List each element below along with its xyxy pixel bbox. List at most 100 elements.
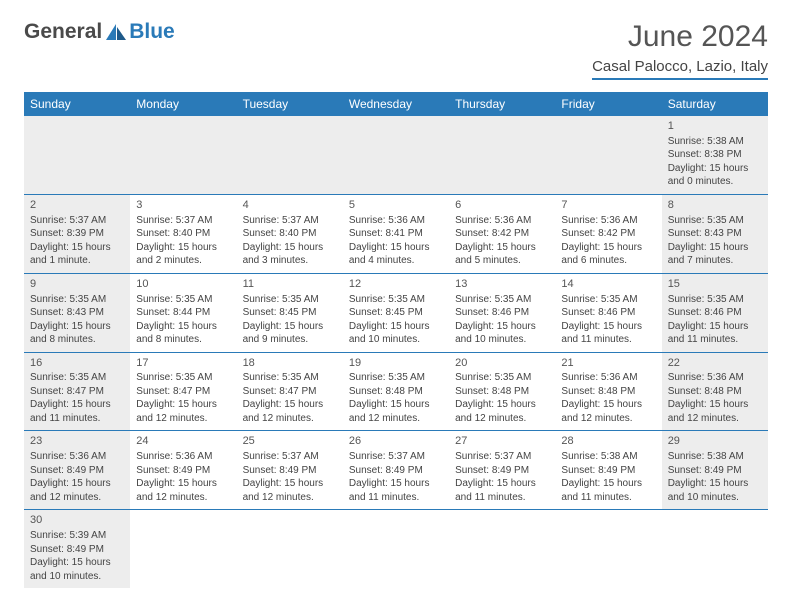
daylight-line: Daylight: 15 hours and 8 minutes. bbox=[30, 320, 124, 347]
sunrise-line: Sunrise: 5:39 AM bbox=[30, 529, 124, 543]
sunrise-line: Sunrise: 5:36 AM bbox=[455, 214, 549, 228]
day-number: 14 bbox=[561, 277, 655, 292]
daylight-line: Daylight: 15 hours and 7 minutes. bbox=[668, 241, 762, 268]
sunrise-line: Sunrise: 5:35 AM bbox=[668, 214, 762, 228]
daylight-line: Daylight: 15 hours and 11 minutes. bbox=[561, 477, 655, 504]
day-number: 26 bbox=[349, 434, 443, 449]
sunset-line: Sunset: 8:49 PM bbox=[455, 464, 549, 478]
sunset-line: Sunset: 8:48 PM bbox=[561, 385, 655, 399]
calendar-row: 16Sunrise: 5:35 AMSunset: 8:47 PMDayligh… bbox=[24, 352, 768, 431]
calendar-row: 9Sunrise: 5:35 AMSunset: 8:43 PMDaylight… bbox=[24, 273, 768, 352]
sunset-line: Sunset: 8:48 PM bbox=[349, 385, 443, 399]
calendar-cell: 1Sunrise: 5:38 AMSunset: 8:38 PMDaylight… bbox=[662, 116, 768, 194]
calendar-table: SundayMondayTuesdayWednesdayThursdayFrid… bbox=[24, 92, 768, 588]
sunset-line: Sunset: 8:47 PM bbox=[136, 385, 230, 399]
logo-text-dark: General bbox=[24, 20, 102, 44]
sunset-line: Sunset: 8:45 PM bbox=[243, 306, 337, 320]
day-number: 19 bbox=[349, 356, 443, 371]
sunrise-line: Sunrise: 5:36 AM bbox=[349, 214, 443, 228]
day-number: 6 bbox=[455, 198, 549, 213]
calendar-cell: 30Sunrise: 5:39 AMSunset: 8:49 PMDayligh… bbox=[24, 510, 130, 588]
day-number: 9 bbox=[30, 277, 124, 292]
day-number: 13 bbox=[455, 277, 549, 292]
header: General Blue June 2024 Casal Palocco, La… bbox=[24, 20, 768, 80]
sunset-line: Sunset: 8:46 PM bbox=[668, 306, 762, 320]
sunrise-line: Sunrise: 5:35 AM bbox=[30, 371, 124, 385]
calendar-cell bbox=[237, 116, 343, 194]
calendar-cell: 4Sunrise: 5:37 AMSunset: 8:40 PMDaylight… bbox=[237, 194, 343, 273]
sunset-line: Sunset: 8:48 PM bbox=[455, 385, 549, 399]
calendar-cell: 24Sunrise: 5:36 AMSunset: 8:49 PMDayligh… bbox=[130, 431, 236, 510]
calendar-cell: 14Sunrise: 5:35 AMSunset: 8:46 PMDayligh… bbox=[555, 273, 661, 352]
calendar-cell bbox=[237, 510, 343, 588]
day-number: 12 bbox=[349, 277, 443, 292]
day-number: 21 bbox=[561, 356, 655, 371]
sunrise-line: Sunrise: 5:37 AM bbox=[243, 450, 337, 464]
day-number: 3 bbox=[136, 198, 230, 213]
calendar-cell: 3Sunrise: 5:37 AMSunset: 8:40 PMDaylight… bbox=[130, 194, 236, 273]
sunrise-line: Sunrise: 5:38 AM bbox=[668, 135, 762, 149]
calendar-cell: 18Sunrise: 5:35 AMSunset: 8:47 PMDayligh… bbox=[237, 352, 343, 431]
day-number: 18 bbox=[243, 356, 337, 371]
sunrise-line: Sunrise: 5:37 AM bbox=[455, 450, 549, 464]
day-number: 27 bbox=[455, 434, 549, 449]
sunrise-line: Sunrise: 5:36 AM bbox=[561, 214, 655, 228]
sunset-line: Sunset: 8:46 PM bbox=[455, 306, 549, 320]
day-number: 22 bbox=[668, 356, 762, 371]
sunset-line: Sunset: 8:43 PM bbox=[30, 306, 124, 320]
calendar-cell: 26Sunrise: 5:37 AMSunset: 8:49 PMDayligh… bbox=[343, 431, 449, 510]
daylight-line: Daylight: 15 hours and 12 minutes. bbox=[561, 398, 655, 425]
sunset-line: Sunset: 8:40 PM bbox=[136, 227, 230, 241]
sunrise-line: Sunrise: 5:35 AM bbox=[561, 293, 655, 307]
daylight-line: Daylight: 15 hours and 12 minutes. bbox=[243, 398, 337, 425]
daylight-line: Daylight: 15 hours and 2 minutes. bbox=[136, 241, 230, 268]
sunrise-line: Sunrise: 5:36 AM bbox=[136, 450, 230, 464]
daylight-line: Daylight: 15 hours and 0 minutes. bbox=[668, 162, 762, 189]
calendar-cell bbox=[24, 116, 130, 194]
daylight-line: Daylight: 15 hours and 10 minutes. bbox=[455, 320, 549, 347]
sunset-line: Sunset: 8:42 PM bbox=[455, 227, 549, 241]
sunrise-line: Sunrise: 5:35 AM bbox=[243, 293, 337, 307]
calendar-cell bbox=[343, 510, 449, 588]
calendar-cell: 11Sunrise: 5:35 AMSunset: 8:45 PMDayligh… bbox=[237, 273, 343, 352]
day-header: Friday bbox=[555, 92, 661, 116]
day-number: 11 bbox=[243, 277, 337, 292]
calendar-row: 30Sunrise: 5:39 AMSunset: 8:49 PMDayligh… bbox=[24, 510, 768, 588]
daylight-line: Daylight: 15 hours and 6 minutes. bbox=[561, 241, 655, 268]
day-number: 20 bbox=[455, 356, 549, 371]
day-number: 10 bbox=[136, 277, 230, 292]
calendar-cell: 6Sunrise: 5:36 AMSunset: 8:42 PMDaylight… bbox=[449, 194, 555, 273]
calendar-cell bbox=[555, 116, 661, 194]
daylight-line: Daylight: 15 hours and 10 minutes. bbox=[30, 556, 124, 583]
calendar-cell: 7Sunrise: 5:36 AMSunset: 8:42 PMDaylight… bbox=[555, 194, 661, 273]
calendar-cell: 23Sunrise: 5:36 AMSunset: 8:49 PMDayligh… bbox=[24, 431, 130, 510]
sunset-line: Sunset: 8:49 PM bbox=[30, 543, 124, 557]
daylight-line: Daylight: 15 hours and 4 minutes. bbox=[349, 241, 443, 268]
calendar-cell: 15Sunrise: 5:35 AMSunset: 8:46 PMDayligh… bbox=[662, 273, 768, 352]
day-number: 7 bbox=[561, 198, 655, 213]
daylight-line: Daylight: 15 hours and 10 minutes. bbox=[668, 477, 762, 504]
sunset-line: Sunset: 8:49 PM bbox=[561, 464, 655, 478]
day-number: 8 bbox=[668, 198, 762, 213]
sunrise-line: Sunrise: 5:35 AM bbox=[349, 371, 443, 385]
sunset-line: Sunset: 8:48 PM bbox=[668, 385, 762, 399]
day-header: Sunday bbox=[24, 92, 130, 116]
day-number: 2 bbox=[30, 198, 124, 213]
day-number: 24 bbox=[136, 434, 230, 449]
calendar-cell: 8Sunrise: 5:35 AMSunset: 8:43 PMDaylight… bbox=[662, 194, 768, 273]
daylight-line: Daylight: 15 hours and 11 minutes. bbox=[561, 320, 655, 347]
calendar-cell: 27Sunrise: 5:37 AMSunset: 8:49 PMDayligh… bbox=[449, 431, 555, 510]
day-number: 1 bbox=[668, 119, 762, 134]
daylight-line: Daylight: 15 hours and 9 minutes. bbox=[243, 320, 337, 347]
sunrise-line: Sunrise: 5:35 AM bbox=[136, 371, 230, 385]
sunrise-line: Sunrise: 5:37 AM bbox=[349, 450, 443, 464]
sunset-line: Sunset: 8:49 PM bbox=[136, 464, 230, 478]
logo-text-blue: Blue bbox=[129, 20, 175, 44]
day-number: 4 bbox=[243, 198, 337, 213]
daylight-line: Daylight: 15 hours and 11 minutes. bbox=[668, 320, 762, 347]
daylight-line: Daylight: 15 hours and 12 minutes. bbox=[136, 398, 230, 425]
daylight-line: Daylight: 15 hours and 11 minutes. bbox=[349, 477, 443, 504]
title-month: June 2024 bbox=[592, 20, 768, 54]
sunrise-line: Sunrise: 5:35 AM bbox=[455, 371, 549, 385]
calendar-cell: 22Sunrise: 5:36 AMSunset: 8:48 PMDayligh… bbox=[662, 352, 768, 431]
